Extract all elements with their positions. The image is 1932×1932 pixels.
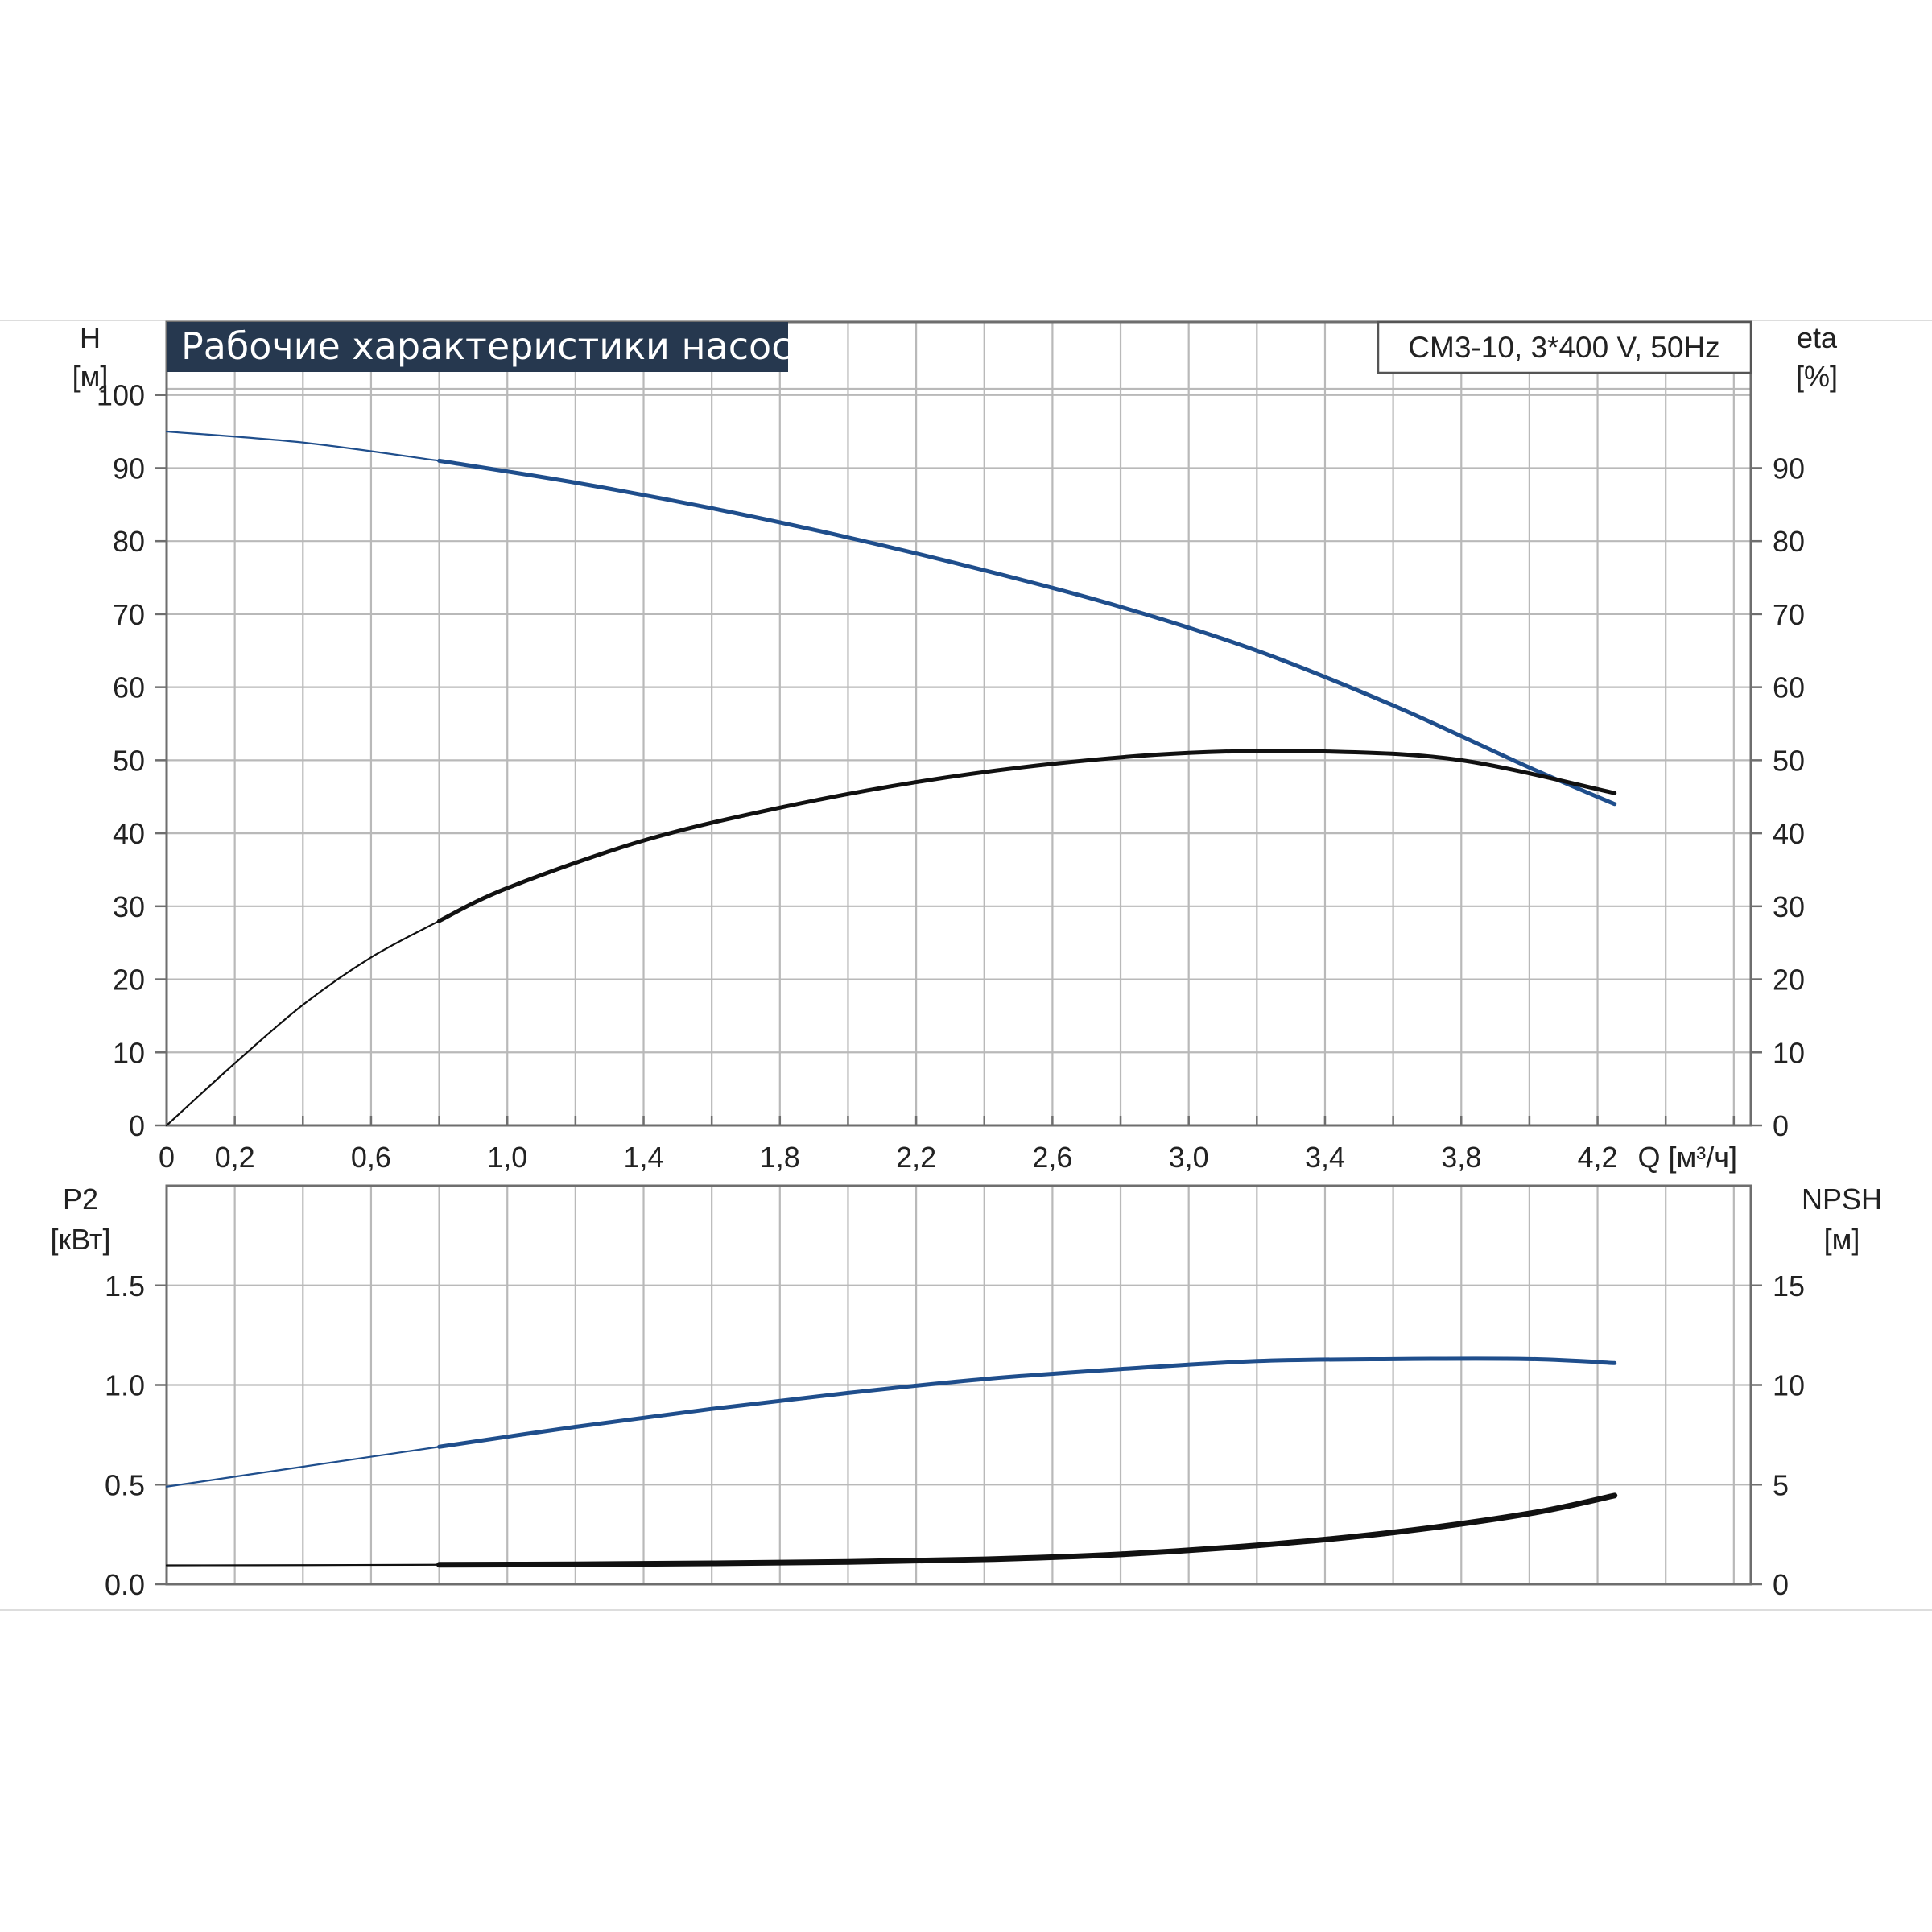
npsh-curve-thin [165,1563,440,1567]
eta-tick-label: 60 [1773,671,1805,704]
npsh-axis-unit: [м] [1824,1223,1860,1256]
eta-axis-name: eta [1797,321,1838,354]
power-curve [437,1356,1617,1449]
eta-tick-label: 0 [1773,1109,1789,1142]
efficiency-curve-thin [165,919,440,1127]
title-background [167,322,788,372]
p2-tick-label: 1.5 [105,1269,145,1302]
top-plot-frame [165,320,1752,1127]
top-grid [167,322,1751,1125]
h-tick-label: 50 [113,744,145,777]
head-curve-thin [165,430,440,462]
p2-axis-name: P2 [63,1183,98,1216]
x-tick-label: 0,6 [351,1141,391,1174]
x-tick-label: 1,4 [623,1141,663,1174]
head-curve [437,458,1617,807]
h-tick-label: 10 [113,1036,145,1069]
eta-tick-label: 40 [1773,817,1805,850]
model-box [1377,320,1752,374]
p2-tick-label: 1.0 [105,1369,145,1402]
tick-labels: 0 0,2 0,6 1,0 1,4 1,8 2,2 2,6 3,0 3,4 3,8 4,2 0 10 20 3… [97,379,1805,1601]
npsh-tick-label: 10 [1773,1369,1805,1402]
power-curve-thin [165,1446,440,1488]
h-axis-unit: [м] [72,360,109,393]
x-tick-label: 0,2 [215,1141,255,1174]
eta-tick-label: 90 [1773,452,1805,485]
eta-axis-unit: [%] [1796,360,1838,393]
efficiency-curve [437,749,1617,923]
x-tick-label: 3,8 [1441,1141,1481,1174]
x-tick-label: 2,6 [1032,1141,1072,1174]
npsh-tick-label: 5 [1773,1468,1789,1501]
eta-tick-label: 30 [1773,890,1805,923]
h-tick-label: 70 [113,598,145,631]
h-tick-label: 80 [113,525,145,558]
p2-tick-label: 0.0 [105,1568,145,1601]
h-tick-label: 60 [113,671,145,704]
x-tick-label: 3,0 [1169,1141,1209,1174]
eta-tick-label: 20 [1773,964,1805,997]
bottom-grid [167,1186,1751,1584]
npsh-axis-name: NPSH [1802,1183,1882,1216]
x-tick-label: 3,4 [1305,1141,1345,1174]
q-axis-label: Q [м³/ч] [1637,1141,1737,1174]
eta-tick-label: 50 [1773,744,1805,777]
h-tick-label: 30 [113,890,145,923]
x-tick-label: 0 [159,1141,175,1174]
x-tick-label: 1,0 [487,1141,527,1174]
model-label: CM3-10, 3*400 V, 50Hz [1408,331,1719,364]
h-axis-name: H [80,321,101,354]
x-tick-label: 4,2 [1578,1141,1618,1174]
p2-axis-unit: [кВт] [50,1223,110,1256]
x-tick-label: 1,8 [760,1141,800,1174]
npsh-tick-label: 0 [1773,1568,1789,1601]
eta-tick-label: 70 [1773,598,1805,631]
h-tick-label: 20 [113,964,145,997]
curves [165,430,1618,1568]
p2-tick-label: 0.5 [105,1468,145,1501]
npsh-curve [436,1492,1618,1568]
h-tick-label: 40 [113,817,145,850]
h-tick-label: 100 [97,379,145,412]
axis-ticks [155,394,1762,1586]
eta-tick-label: 80 [1773,525,1805,558]
h-tick-label: 90 [113,452,145,485]
eta-tick-label: 10 [1773,1036,1805,1069]
chart-title: Рабочие характеристики насоса [181,324,815,368]
x-tick-label: 2,2 [896,1141,936,1174]
h-tick-label: 0 [129,1109,145,1142]
npsh-tick-label: 15 [1773,1269,1805,1302]
